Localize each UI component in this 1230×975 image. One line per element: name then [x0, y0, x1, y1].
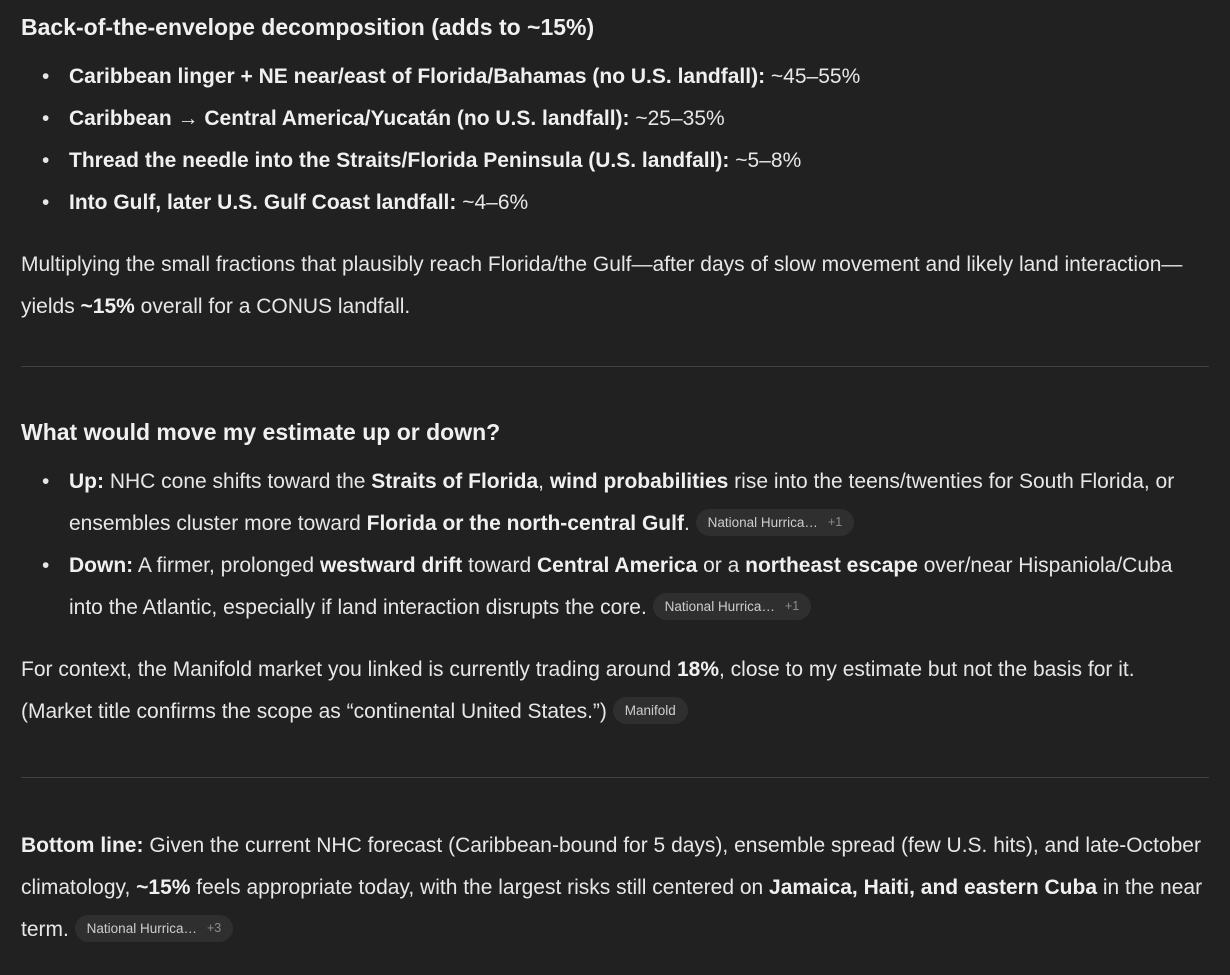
text-segment: Straits of Florida	[371, 470, 539, 493]
text-segment: Jamaica, Haiti, and eastern Cuba	[769, 876, 1097, 899]
citation-pill[interactable]: National Hurrica… +1	[652, 593, 812, 620]
list-item: Caribbean linger + NE near/east of Flori…	[42, 56, 1209, 98]
text-segment: Central America/Yucatán (no U.S. landfal…	[204, 107, 630, 130]
text-segment: A firmer, prolonged	[133, 554, 320, 577]
estimate-list: Up: NHC cone shifts toward the Straits o…	[21, 461, 1209, 629]
text-segment: ~5–8%	[729, 149, 802, 172]
citation-extra-count: +1	[827, 515, 843, 529]
citation-pill[interactable]: National Hurrica… +3	[74, 915, 234, 942]
text-segment: wind probabilities	[549, 470, 729, 493]
text-segment: or a	[697, 554, 746, 577]
text-segment: Up:	[69, 470, 104, 493]
list-item: Down: A firmer, prolonged westward drift…	[42, 545, 1209, 629]
text-segment: Bottom line:	[21, 834, 144, 857]
text-segment: ~15%	[136, 876, 191, 899]
text-segment: Florida or the north-central Gulf	[366, 512, 684, 535]
text-segment: over/near Hispaniola/Cuba into the Atlan…	[69, 554, 1173, 619]
text-segment: ,	[538, 470, 550, 493]
section-divider	[21, 366, 1209, 367]
citation-source-label: National Hurrica…	[664, 599, 775, 614]
text-segment: toward	[462, 554, 537, 577]
list-item: Thread the needle into the Straits/Flori…	[42, 140, 1209, 182]
section-heading-estimate: What would move my estimate up or down?	[21, 419, 501, 445]
text-segment: For context, the Manifold market you lin…	[21, 658, 677, 681]
text-segment: Central America	[537, 554, 698, 577]
text-segment: Caribbean linger + NE near/east of Flori…	[69, 65, 766, 88]
text-segment: 18%	[676, 658, 720, 681]
section-divider	[21, 777, 1209, 778]
paragraph-multiplying: Multiplying the small fractions that pla…	[21, 244, 1209, 328]
paragraph-context: For context, the Manifold market you lin…	[21, 649, 1209, 733]
text-segment: Thread the needle into the Straits/Flori…	[69, 149, 730, 172]
paragraph-bottom-line: Bottom line: Given the current NHC forec…	[21, 825, 1209, 951]
text-segment: Into Gulf, later U.S. Gulf Coast landfal…	[69, 191, 457, 214]
citation-source-label: National Hurrica…	[707, 515, 818, 530]
text-segment: westward drift	[319, 554, 463, 577]
list-item: Into Gulf, later U.S. Gulf Coast landfal…	[42, 182, 1209, 224]
section-heading-decomposition: Back-of-the-envelope decomposition (adds…	[21, 14, 595, 40]
text-segment: ~25–35%	[629, 107, 725, 130]
citation-extra-count: +3	[206, 921, 222, 935]
text-segment: rise into the teens/twenties for South F…	[69, 470, 1175, 535]
text-segment: overall for a CONUS landfall.	[134, 295, 411, 318]
text-segment: ~4–6%	[456, 191, 529, 214]
text-segment: Caribbean	[69, 107, 172, 130]
text-segment: NHC cone shifts toward the	[104, 470, 372, 493]
citation-pill[interactable]: National Hurrica… +1	[695, 509, 855, 536]
text-segment: Given the current NHC forecast (Caribbea…	[21, 834, 1201, 899]
citation-source-label: National Hurrica…	[86, 921, 197, 936]
citation-pill[interactable]: Manifold	[612, 697, 688, 724]
text-segment: →	[171, 107, 205, 130]
citation-source-label: Manifold	[624, 703, 676, 718]
text-segment: ~15%	[80, 295, 135, 318]
text-segment: Multiplying the small fractions that pla…	[21, 253, 1183, 318]
text-segment: ~45–55%	[765, 65, 861, 88]
list-item: Up: NHC cone shifts toward the Straits o…	[42, 461, 1209, 545]
citation-extra-count: +1	[784, 599, 800, 613]
text-segment: , close to my estimate but not the basis…	[21, 658, 1135, 723]
list-item: Caribbean → Central America/Yucatán (no …	[42, 98, 1209, 140]
text-segment: northeast escape	[745, 554, 918, 577]
text-segment: .	[683, 512, 696, 535]
text-segment: in the near term.	[21, 876, 1203, 941]
text-segment: Down:	[69, 554, 134, 577]
decomposition-list: Caribbean linger + NE near/east of Flori…	[21, 56, 1209, 224]
text-segment: feels appropriate today, with the larges…	[190, 876, 770, 899]
